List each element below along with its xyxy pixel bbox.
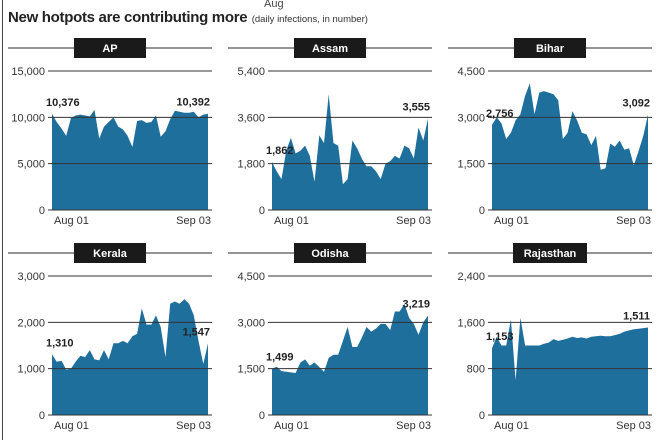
panel-title: Kerala <box>93 248 128 260</box>
panel-title: Odisha <box>311 248 349 260</box>
area-series <box>52 299 208 415</box>
data-label: 1,499 <box>266 352 294 364</box>
chart-title: New hotpots are contributing more (daily… <box>8 9 368 27</box>
data-label: 1,862 <box>266 145 294 157</box>
panel-kerala: Kerala 0 1,000 2,000 3,000 Aug 01 Sep 03 1,310 1… <box>0 240 220 445</box>
y-tick-label: 1,500 <box>457 159 485 171</box>
data-label: 3,219 <box>402 299 430 311</box>
panel-title: AP <box>102 43 117 55</box>
x-tick-label: Aug 01 <box>274 215 309 227</box>
x-tick-label: Sep 03 <box>616 215 651 227</box>
title-pill <box>513 243 587 263</box>
y-tick-label: 4,500 <box>457 66 485 78</box>
x-tick-label: Aug 01 <box>494 215 529 227</box>
title-pill <box>514 38 586 58</box>
area-series <box>272 94 428 210</box>
title-pill <box>74 243 146 263</box>
x-tick-label: Sep 03 <box>616 420 651 432</box>
y-tick-label: 1,600 <box>457 317 485 329</box>
y-tick-label: 4,500 <box>237 271 265 283</box>
title-main: New hotpots are contributing more <box>8 9 248 26</box>
panel-assam: Assam 0 1,800 3,600 5,400 Aug 01 Sep 03 1,862 3,… <box>220 35 440 240</box>
panel-title: Assam <box>312 43 348 55</box>
x-tick-label: Aug 01 <box>54 420 89 432</box>
y-tick-label: 0 <box>259 410 265 422</box>
y-tick-label: 0 <box>39 410 45 422</box>
panel-odisha: Odisha 0 1,500 3,000 4,500 Aug 01 Sep 03 1,499 3… <box>220 240 440 445</box>
y-tick-label: 5,400 <box>237 66 265 78</box>
data-label: 1,547 <box>182 326 210 338</box>
y-tick-label: 3,000 <box>17 271 45 283</box>
x-tick-label: Sep 03 <box>396 420 431 432</box>
data-label: 2,756 <box>486 108 514 120</box>
area-series <box>492 317 648 415</box>
data-label: 1,153 <box>486 331 514 343</box>
title-pill <box>294 243 366 263</box>
cropped-label: Aug <box>264 0 284 10</box>
y-tick-label: 0 <box>479 205 485 217</box>
panel-bihar: Bihar 0 1,500 3,000 4,500 Aug 01 Sep 03 2,756 3,… <box>440 35 660 240</box>
x-tick-label: Sep 03 <box>396 215 431 227</box>
panel-title: Rajasthan <box>524 248 577 260</box>
title-subtitle: (daily infections, in number) <box>251 14 368 25</box>
area-chart: Bihar 0 1,500 3,000 4,500 Aug 01 Sep 03 2,756 3,… <box>448 38 652 227</box>
data-label: 3,092 <box>622 97 650 109</box>
area-series <box>52 109 208 210</box>
data-label: 3,555 <box>402 101 430 113</box>
panel-ap: AP 0 5,000 10,000 15,000 Aug 01 Sep 03 10,376 10… <box>0 35 220 240</box>
y-tick-label: 1,000 <box>17 364 45 376</box>
y-tick-label: 0 <box>39 205 45 217</box>
y-tick-label: 3,000 <box>457 112 485 124</box>
data-label: 10,392 <box>176 97 210 109</box>
data-label: 1,511 <box>623 310 650 322</box>
y-tick-label: 3,600 <box>237 112 265 124</box>
x-tick-label: Aug 01 <box>54 215 89 227</box>
title-pill <box>74 38 146 58</box>
y-tick-label: 1,800 <box>237 159 265 171</box>
area-chart: Kerala 0 1,000 2,000 3,000 Aug 01 Sep 03 1,310 1… <box>8 243 212 432</box>
area-chart: AP 0 5,000 10,000 15,000 Aug 01 Sep 03 10,376 10… <box>8 38 212 227</box>
data-label: 10,376 <box>46 97 80 109</box>
y-tick-label: 2,000 <box>17 317 45 329</box>
area-chart: Odisha 0 1,500 3,000 4,500 Aug 01 Sep 03 1,499 3… <box>228 243 432 432</box>
area-chart: Rajasthan 0 800 1,600 2,400 Aug 01 Sep 03 1,153… <box>448 243 652 432</box>
title-pill <box>294 38 366 58</box>
area-series <box>272 303 428 415</box>
y-tick-label: 0 <box>479 410 485 422</box>
y-tick-label: 3,000 <box>237 317 265 329</box>
data-label: 1,310 <box>46 337 74 349</box>
y-tick-label: 5,000 <box>17 159 45 171</box>
x-tick-label: Sep 03 <box>176 420 211 432</box>
area-series <box>492 83 648 210</box>
y-tick-label: 10,000 <box>11 112 45 124</box>
x-tick-label: Aug 01 <box>274 420 309 432</box>
panel-rajasthan: Rajasthan 0 800 1,600 2,400 Aug 01 Sep 03 1,153… <box>440 240 660 445</box>
y-tick-label: 0 <box>259 205 265 217</box>
panel-title: Bihar <box>536 43 565 55</box>
left-border <box>2 0 3 440</box>
area-chart: Assam 0 1,800 3,600 5,400 Aug 01 Sep 03 1,862 3,… <box>228 38 432 227</box>
x-tick-label: Aug 01 <box>494 420 529 432</box>
y-tick-label: 800 <box>467 364 485 376</box>
y-tick-label: 15,000 <box>11 66 45 78</box>
y-tick-label: 2,400 <box>457 271 485 283</box>
x-tick-label: Sep 03 <box>176 215 211 227</box>
y-tick-label: 1,500 <box>237 364 265 376</box>
